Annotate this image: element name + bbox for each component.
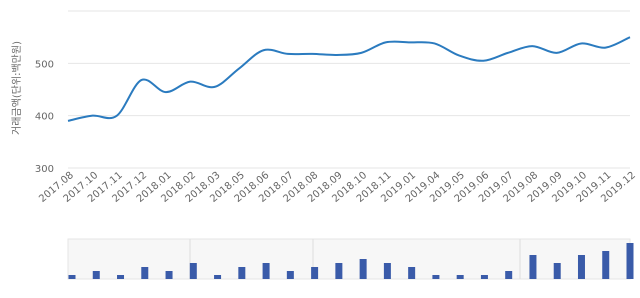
- volume-bar: [214, 275, 222, 279]
- price-line: [67, 36, 631, 122]
- volume-bar: [117, 275, 125, 279]
- volume-bar: [165, 271, 173, 279]
- volume-bar: [626, 243, 634, 279]
- volume-bar: [286, 271, 294, 279]
- volume-bar: [383, 263, 391, 279]
- volume-bar: [432, 275, 440, 279]
- volume-bar: [141, 267, 149, 279]
- volume-bar: [602, 251, 610, 279]
- volume-bar: [529, 255, 537, 279]
- volume-panel: [67, 238, 631, 280]
- volume-bar: [505, 271, 513, 279]
- volume-bar: [238, 267, 246, 279]
- volume-bar: [577, 255, 585, 279]
- y-axis-label: 거래금액(단위:백만원): [10, 41, 23, 135]
- volume-bar: [408, 267, 416, 279]
- volume-bar: [335, 263, 343, 279]
- volume-bar: [456, 275, 464, 279]
- volume-bar: [553, 263, 561, 279]
- y-tick-label: 400: [35, 112, 54, 123]
- volume-bar: [68, 275, 76, 279]
- y-tick-label: 300: [35, 164, 54, 175]
- volume-bar: [480, 275, 488, 279]
- y-tick-label: 500: [35, 59, 54, 70]
- volume-bar: [311, 267, 319, 279]
- volume-bar: [359, 259, 367, 279]
- volume-bar: [189, 263, 197, 279]
- volume-bar: [92, 271, 100, 279]
- volume-bar: [262, 263, 270, 279]
